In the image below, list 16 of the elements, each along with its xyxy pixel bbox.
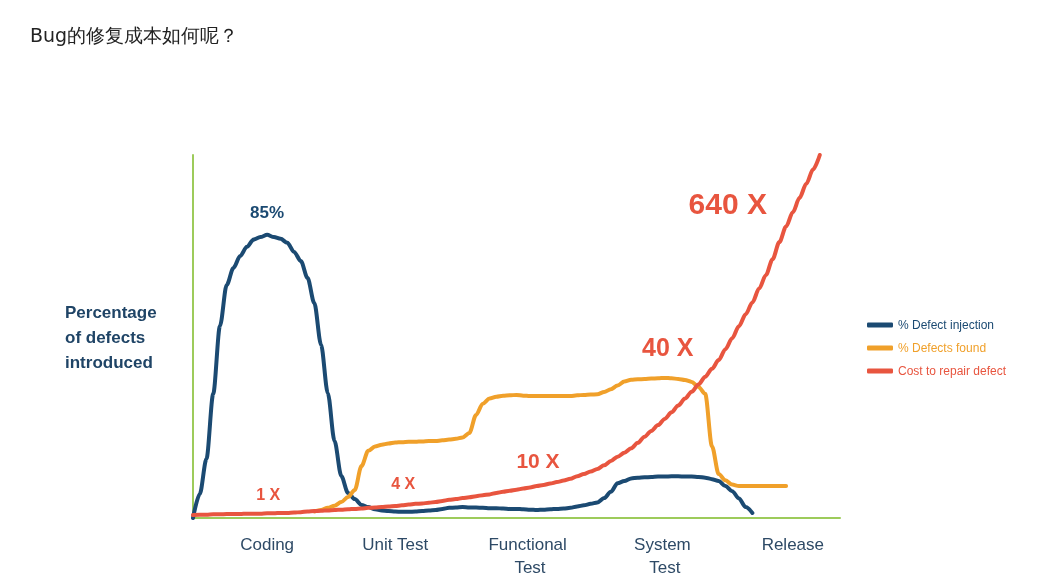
legend-label: Cost to repair defect bbox=[898, 364, 1007, 378]
x-tick-label: System Test bbox=[634, 535, 696, 577]
chart-title: Bug的修复成本如何呢？ bbox=[30, 23, 239, 46]
annotation: 85% bbox=[250, 203, 285, 223]
y-axis-title: Percentage of defects introduced bbox=[65, 302, 162, 372]
x-tick-label: Unit Test bbox=[362, 535, 429, 554]
x-tick-label: Release bbox=[761, 535, 825, 554]
annotation: 40 X bbox=[642, 332, 694, 361]
annotation: 4 X bbox=[391, 474, 416, 492]
annotation: 10 X bbox=[516, 449, 560, 473]
legend-label: % Defect injection bbox=[898, 318, 995, 332]
legend-label: % Defects found bbox=[898, 341, 987, 355]
annotation: 640 X bbox=[688, 186, 768, 220]
x-tick-label: Functional Test bbox=[488, 535, 572, 577]
x-tick-label: Coding bbox=[240, 535, 295, 554]
annotation: 1 X bbox=[256, 485, 281, 503]
